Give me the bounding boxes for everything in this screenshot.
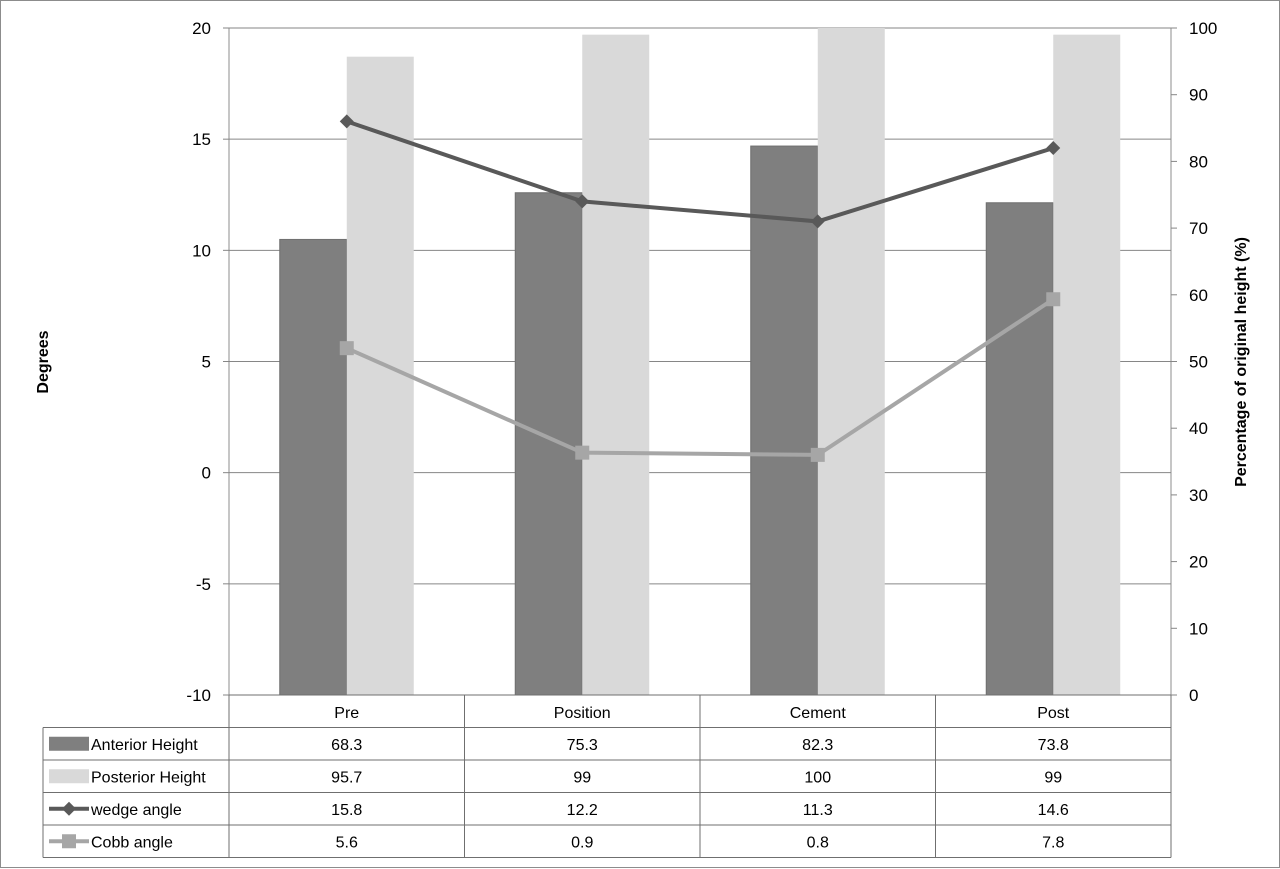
table-cell-value: 5.6 [336,834,358,851]
legend-key-marker [62,834,76,849]
table-cell-value: 0.8 [807,834,829,851]
point-cobb-angle [339,341,354,356]
table-cell-value: 7.8 [1042,834,1064,851]
y-left-tick-label: 0 [202,464,211,483]
point-wedge-angle [1046,141,1061,156]
y-right-tick-label: 60 [1189,286,1208,305]
bar-anterior-height [279,238,348,696]
bar-posterior-height [817,28,885,695]
y-right-tick-label: 50 [1189,353,1208,372]
y-right-tick-label: 70 [1189,219,1208,238]
bar-anterior-height [985,202,1054,696]
y-left-tick-label: 15 [192,130,211,149]
table-cell-value: 11.3 [803,802,833,819]
y-right-tick-label: 30 [1189,486,1208,505]
bar-posterior-height [1053,34,1121,696]
table-cell-value: 14.6 [1038,802,1069,819]
line-wedge-angle [346,119,1054,224]
y-right-tick-label: 0 [1189,686,1198,705]
y-left-tick-label: 20 [192,19,211,38]
table-cell-value: 15.8 [331,802,362,819]
x-category-label: Cement [790,705,847,722]
x-category-label: Post [1037,705,1070,722]
point-wedge-angle [339,114,354,129]
bar-anterior-height [750,145,819,696]
x-category-label: Pre [334,705,359,722]
point-cobb-angle [810,447,825,462]
table-cell-value: 100 [804,769,831,786]
table-cell-value: 75.3 [567,737,598,754]
bar-anterior-height [514,192,583,696]
x-category-label: Position [554,705,611,722]
y-right-tick-label: 80 [1189,152,1208,171]
y-left-tick-label: -5 [196,575,211,594]
legend-label: wedge angle [90,802,182,819]
y-left-tick-label: 5 [202,353,211,372]
point-wedge-angle [575,194,590,209]
y-right-tick-label: 20 [1189,553,1208,572]
table-cell-value: 0.9 [571,834,593,851]
table-cell-value: 99 [1044,769,1062,786]
legend-key-posterior-height [49,769,89,784]
legend-key-marker [62,801,76,816]
y-left-tick-label: -10 [186,686,211,705]
table-cell-value: 73.8 [1038,737,1069,754]
table-cell-value: 82.3 [802,737,833,754]
bar-posterior-height [582,34,650,696]
legend-label: Posterior Height [91,769,206,786]
y-axis-right-title: Percentage of original height (%) [1233,237,1250,487]
bar-posterior-height [346,56,414,695]
y-right-tick-label: 40 [1189,419,1208,438]
legend-label: Anterior Height [91,737,198,754]
line-cobb-angle [345,297,1055,457]
y-left-tick-label: 10 [192,241,211,260]
y-axis-left-title: Degrees [35,330,52,393]
table-cell-value: 99 [573,769,591,786]
point-cobb-angle [1046,292,1061,307]
y-right-tick-label: 10 [1189,619,1208,638]
table-cell-value: 68.3 [331,737,362,754]
table-cell-value: 95.7 [331,769,362,786]
table-cell-value: 12.2 [567,802,598,819]
legend-key-anterior-height [49,736,89,751]
point-cobb-angle [575,445,590,460]
y-right-tick-label: 100 [1189,19,1217,38]
y-right-tick-label: 90 [1189,86,1208,105]
legend-label: Cobb angle [91,834,173,851]
point-wedge-angle [810,214,825,229]
